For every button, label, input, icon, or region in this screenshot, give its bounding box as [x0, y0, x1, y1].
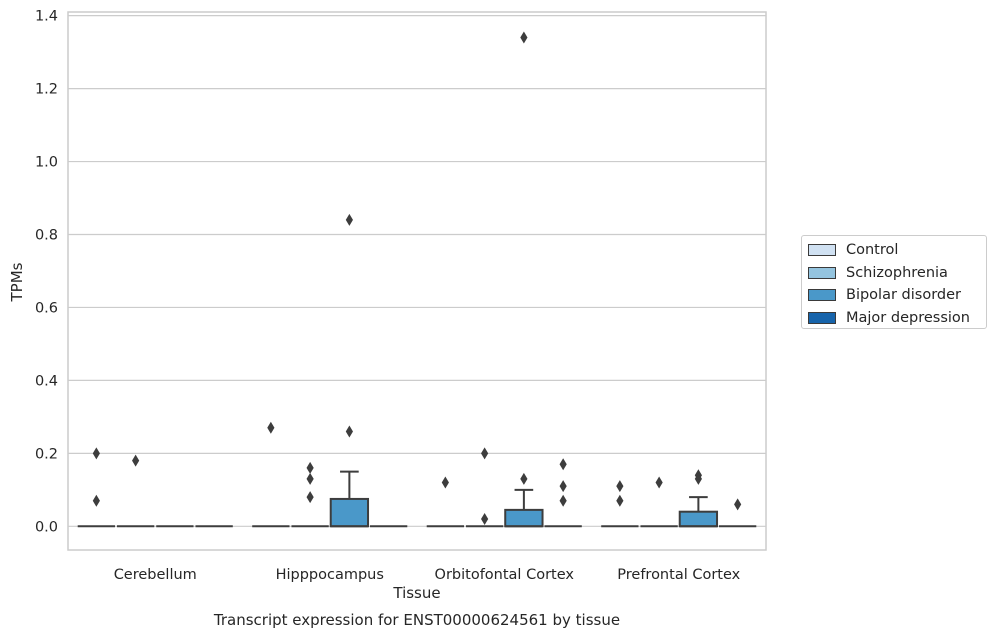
- outlier-point: [481, 447, 489, 460]
- box-mark: [678, 496, 719, 528]
- legend-swatch-schizophrenia: [808, 266, 836, 279]
- box-mark: [329, 470, 370, 528]
- legend-label-bipolar-disorder: Bipolar disorder: [846, 287, 961, 304]
- outlier-point: [345, 425, 353, 438]
- box-marks: [77, 470, 757, 528]
- y-tick-label: 0.8: [35, 227, 58, 243]
- outlier-point: [559, 480, 567, 493]
- x-axis-label: Tissue: [392, 584, 440, 602]
- y-tick-label: 0.0: [35, 519, 58, 535]
- outlier-point: [345, 213, 353, 226]
- outlier-point: [616, 480, 624, 493]
- outlier-point: [441, 476, 449, 489]
- outlier-point: [520, 472, 528, 485]
- outlier-point: [92, 494, 100, 507]
- x-tick-labels: Cerebellum Hipppocampus Orbitofontal Corte…: [114, 567, 741, 583]
- legend-swatch-bipolar-disorder: [808, 289, 836, 302]
- x-tick-label: Prefrontal Cortex: [617, 567, 740, 583]
- outlier-point: [559, 494, 567, 507]
- y-tick-label: 1.4: [35, 9, 58, 25]
- y-tick-label: 0.2: [35, 446, 58, 462]
- outlier-point: [481, 512, 489, 525]
- legend: Control Schizophrenia Bipolar disorder M…: [801, 235, 987, 329]
- y-tick-label: 1.2: [35, 82, 58, 98]
- plot-background: [68, 12, 766, 550]
- outlier-point: [520, 31, 528, 44]
- outlier-point: [734, 498, 742, 511]
- legend-swatch-major-depression: [808, 311, 836, 324]
- x-tick-label: Hipppocampus: [276, 567, 384, 583]
- legend-label-schizophrenia: Schizophrenia: [846, 264, 948, 281]
- outlier-point: [306, 461, 314, 474]
- y-tick-label: 1.0: [35, 155, 58, 171]
- y-tick-label: 0.4: [35, 373, 58, 389]
- box-body: [504, 508, 544, 528]
- x-tick-label: Cerebellum: [114, 567, 197, 583]
- outlier-point: [267, 421, 275, 434]
- y-tick-label: 0.6: [35, 300, 58, 316]
- legend-item-major-depression: Major depression: [808, 307, 986, 330]
- outlier-marks: [92, 31, 742, 525]
- outlier-point: [655, 476, 663, 489]
- legend-item-bipolar-disorder: Bipolar disorder: [808, 284, 986, 307]
- box-mark: [504, 488, 544, 528]
- y-axis-label: TPMs: [8, 262, 26, 302]
- y-tick-labels: 0.0 0.2 0.4 0.6 0.8 1.0 1.2 1.4: [35, 9, 58, 536]
- outlier-point: [306, 472, 314, 485]
- legend-item-control: Control: [808, 239, 986, 262]
- legend-item-schizophrenia: Schizophrenia: [808, 262, 986, 285]
- outlier-point: [694, 472, 702, 485]
- legend-label-control: Control: [846, 242, 899, 259]
- outlier-point: [559, 458, 567, 471]
- legend-swatch-control: [808, 244, 836, 257]
- box-body: [329, 497, 370, 528]
- x-tick-label: Orbitofontal Cortex: [435, 567, 575, 583]
- legend-label-major-depression: Major depression: [846, 309, 970, 326]
- outlier-point: [306, 491, 314, 504]
- chart-title: Transcript expression for ENST0000062456…: [213, 611, 620, 629]
- plot-frame: [67, 11, 767, 551]
- outlier-point: [92, 447, 100, 460]
- outlier-point: [616, 494, 624, 507]
- outlier-point: [132, 454, 140, 467]
- box-body: [678, 510, 719, 528]
